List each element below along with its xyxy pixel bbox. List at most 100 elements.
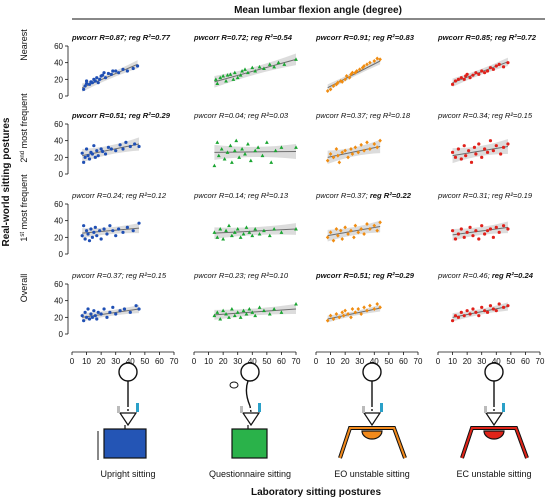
data-point xyxy=(334,82,339,87)
data-point xyxy=(331,155,336,160)
data-point xyxy=(98,77,102,81)
data-point xyxy=(480,155,484,159)
data-point xyxy=(372,142,377,146)
data-point xyxy=(109,147,113,151)
data-point xyxy=(264,140,269,144)
data-point xyxy=(253,227,258,231)
data-point xyxy=(491,67,495,71)
data-point xyxy=(459,310,463,314)
data-point xyxy=(80,234,84,238)
panel-r1-c3: pwcorr R=0.34; reg R²=0.15 xyxy=(437,111,533,164)
data-point xyxy=(262,228,266,233)
data-point xyxy=(336,233,340,238)
data-point xyxy=(365,222,369,226)
x-tick-label: 30 xyxy=(111,357,120,366)
data-point xyxy=(234,138,239,143)
data-point xyxy=(472,145,477,149)
data-point xyxy=(506,61,510,65)
x-tick-label: 0 xyxy=(436,357,441,366)
y-tick-label: 20 xyxy=(54,153,63,162)
data-point xyxy=(328,313,333,318)
data-point xyxy=(349,147,353,151)
data-point xyxy=(83,310,87,314)
data-point xyxy=(137,221,141,225)
data-point xyxy=(294,145,298,149)
data-point xyxy=(357,67,362,72)
data-point xyxy=(267,312,272,316)
data-point xyxy=(344,74,349,78)
data-point xyxy=(108,224,112,228)
data-point xyxy=(325,235,330,240)
panel-r0-c3: pwcorr R=0.85; reg R²=0.72 xyxy=(437,33,537,87)
data-point xyxy=(114,69,118,73)
data-point xyxy=(99,312,103,316)
data-point xyxy=(368,147,372,151)
data-point xyxy=(93,155,97,159)
data-point xyxy=(272,227,277,231)
data-point xyxy=(453,237,458,241)
data-point xyxy=(501,224,506,228)
panel-r3-c3: pwcorr R=0.46; reg R²=0.24 xyxy=(437,271,534,323)
data-point xyxy=(464,154,468,158)
data-point xyxy=(331,84,336,88)
data-point xyxy=(343,148,347,153)
data-point xyxy=(257,305,262,309)
data-point xyxy=(368,227,372,231)
data-point xyxy=(95,234,99,238)
x-tick-label: 20 xyxy=(463,357,472,366)
data-point xyxy=(483,232,487,236)
data-point xyxy=(82,224,86,228)
data-point xyxy=(491,149,495,153)
y-tick-label: 60 xyxy=(54,280,63,289)
x-tick-label: 30 xyxy=(355,357,364,366)
data-point xyxy=(294,302,298,306)
x-axis-col-1: 0 10 20 30 40 50 60 70 xyxy=(192,351,301,366)
data-point xyxy=(375,56,379,61)
data-point xyxy=(83,84,87,88)
data-point xyxy=(378,57,382,62)
data-point xyxy=(257,64,262,69)
regression-line xyxy=(452,146,509,157)
data-point xyxy=(456,77,460,81)
data-point xyxy=(82,160,86,164)
data-point xyxy=(337,315,342,320)
data-point xyxy=(267,62,272,66)
data-point xyxy=(343,308,347,313)
data-point xyxy=(477,142,481,146)
x-tick-label: 50 xyxy=(262,357,271,366)
data-point xyxy=(95,149,99,153)
data-point xyxy=(341,313,346,318)
data-point xyxy=(232,313,237,318)
y-axis-row-1: 0 20 40 60 xyxy=(54,120,69,179)
data-point xyxy=(256,145,261,149)
x-tick-label: 10 xyxy=(82,357,91,366)
panel-r3-c1: pwcorr R=0.23; reg R²=0.10 xyxy=(193,271,298,321)
data-point xyxy=(485,310,490,314)
data-point xyxy=(499,152,503,156)
y-tick-label: 40 xyxy=(54,59,63,68)
data-point xyxy=(501,145,506,149)
data-point xyxy=(494,144,498,148)
data-point xyxy=(95,317,99,321)
data-point xyxy=(99,147,103,151)
data-point xyxy=(260,153,265,158)
x-tick-label: 10 xyxy=(448,357,457,366)
data-point xyxy=(253,148,258,153)
data-point xyxy=(453,79,458,83)
data-point xyxy=(378,305,382,310)
data-point xyxy=(137,144,141,149)
data-point xyxy=(325,158,330,163)
data-point xyxy=(248,158,253,163)
data-point xyxy=(483,71,487,75)
data-point xyxy=(501,305,506,309)
data-point xyxy=(294,227,298,231)
data-point xyxy=(488,227,493,231)
x-tick-label: 60 xyxy=(399,357,408,366)
data-point xyxy=(215,235,220,239)
panel-r0-c1: pwcorr R=0.72; reg R²=0.54 xyxy=(193,33,298,88)
data-point xyxy=(247,230,252,234)
x-axis-col-3: 0 10 20 30 40 50 60 70 xyxy=(436,351,545,366)
data-point xyxy=(501,65,506,69)
column-label-eo-unstable: EO unstable sitting xyxy=(334,469,410,479)
data-point xyxy=(465,309,469,313)
